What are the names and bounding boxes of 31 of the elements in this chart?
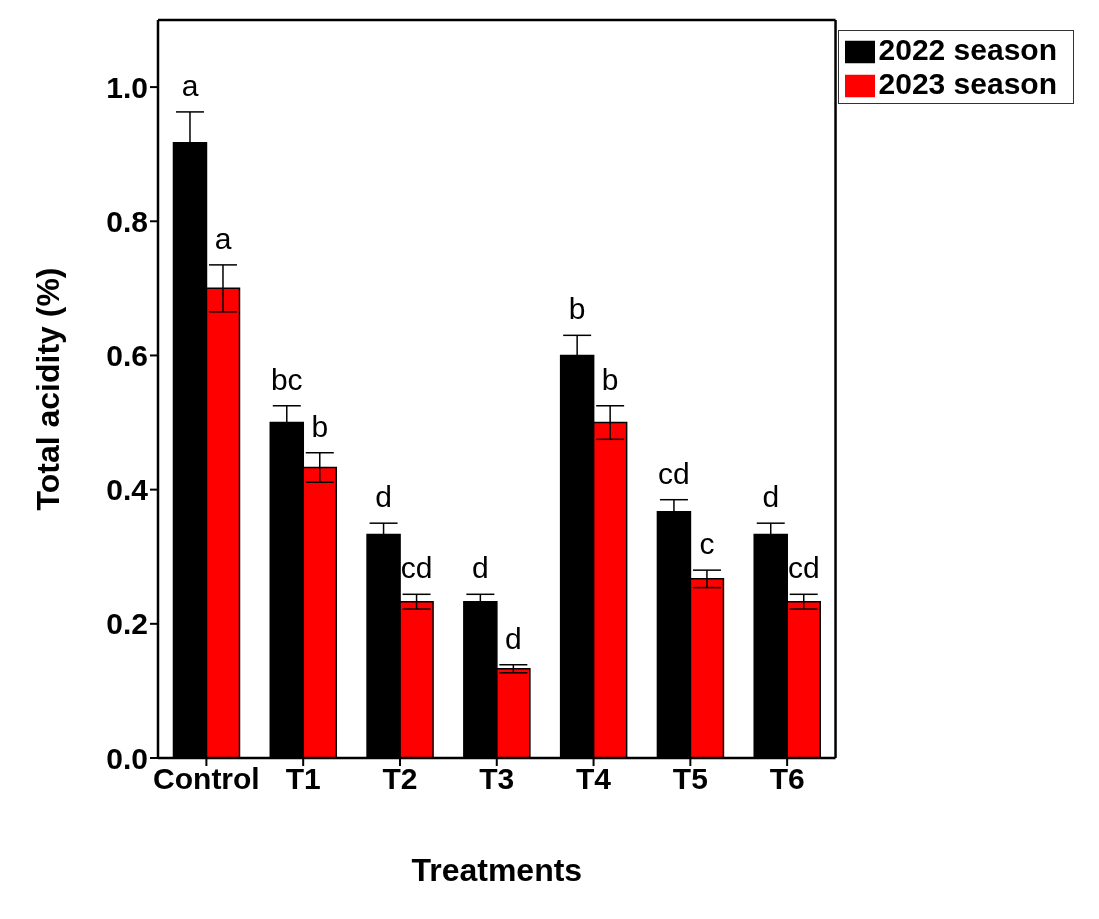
x-tick-label: T6 [769, 762, 805, 796]
y-tick-label: 0.0 [106, 741, 148, 775]
data-label: a [181, 68, 199, 102]
data-label: b [311, 409, 329, 443]
data-label: cd [787, 551, 820, 585]
x-tick-label: T1 [285, 762, 321, 796]
data-label: a [214, 221, 232, 255]
data-label: d [505, 621, 522, 655]
x-tick-label: Control [153, 762, 260, 796]
data-label: cd [400, 551, 433, 585]
y-tick-label: 0.2 [106, 607, 148, 641]
x-tick-label: T2 [382, 762, 418, 796]
x-tick-label: T3 [479, 762, 515, 796]
legend-label: 2023 season [878, 67, 1057, 101]
legend-label: 2022 season [878, 33, 1057, 66]
data-label: c [699, 527, 715, 561]
data-label: b [568, 292, 586, 326]
y-tick-label: 0.8 [106, 204, 148, 238]
y-tick-label: 0.6 [106, 339, 148, 373]
y-tick-label: 1.0 [106, 70, 148, 104]
data-label: bc [270, 362, 303, 396]
y-tick-label: 0.4 [106, 473, 149, 507]
data-label: b [601, 362, 619, 396]
x-tick-label: T5 [672, 762, 708, 796]
y-axis-title: Total acidity (%) [30, 267, 67, 511]
data-label: d [472, 551, 489, 585]
data-label: d [762, 480, 780, 514]
x-axis-title: Treatments [411, 851, 583, 888]
x-tick-label: T4 [576, 762, 612, 796]
data-label: d [375, 480, 392, 514]
data-label: cd [658, 456, 690, 490]
